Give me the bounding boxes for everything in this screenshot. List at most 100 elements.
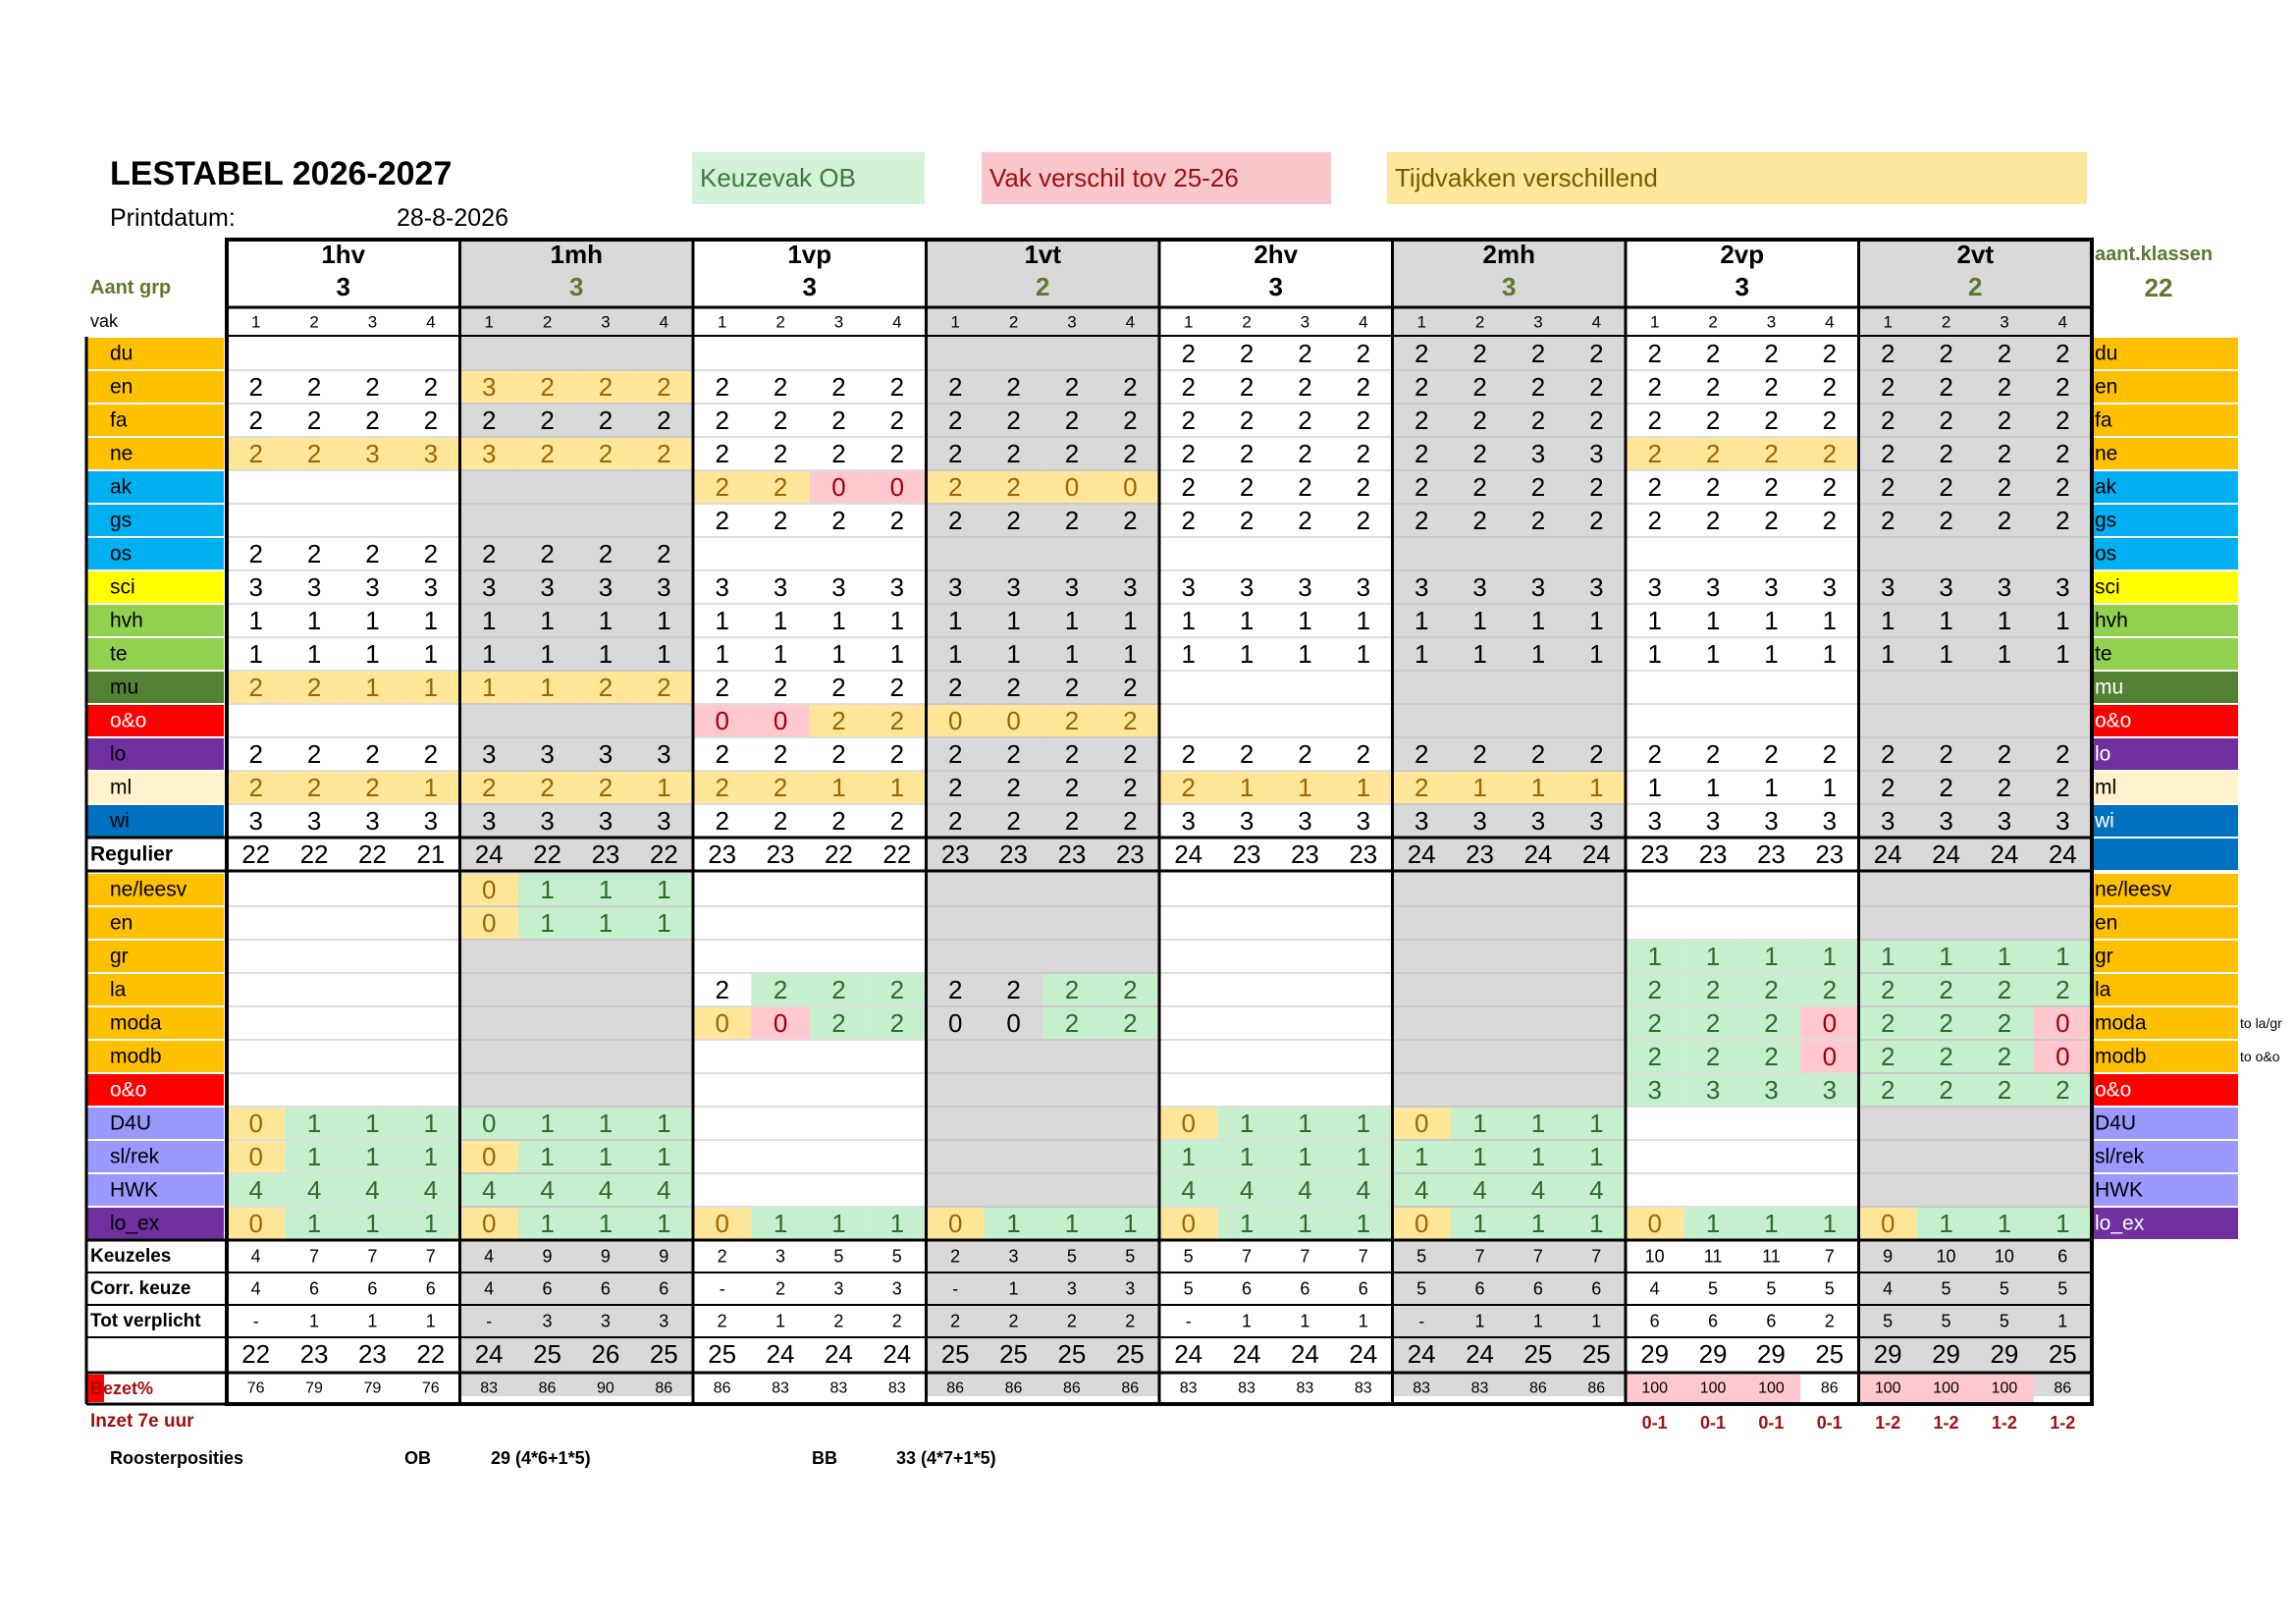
cell-value: 2 (482, 773, 496, 802)
summary-value: 3 (892, 1279, 902, 1299)
summary-value: 7 (1475, 1247, 1485, 1267)
cell-value: 2 (307, 406, 321, 435)
cell-value: 2 (1939, 339, 1952, 368)
cell-value: 4 (1357, 1175, 1370, 1205)
subject-right-label: te (2095, 643, 2112, 666)
cell-value: 1 (540, 875, 554, 904)
cell-value: 2 (1998, 1075, 2011, 1105)
summary-value: 3 (1125, 1279, 1135, 1299)
cell-highlight (1741, 974, 1801, 1005)
cell-highlight (1334, 1108, 1393, 1139)
subject-label-bg (86, 1007, 224, 1039)
cell-value: 2 (1589, 739, 1603, 769)
subject-right-label: ne (2095, 443, 2117, 465)
regulier-value: 23 (1466, 839, 1494, 869)
subject-right-bg (2093, 338, 2238, 369)
total-value: 24 (1233, 1339, 1261, 1369)
inzet-value: 1-2 (1934, 1413, 1959, 1433)
bezet-highlight (1683, 1375, 1742, 1402)
total-value: 29 (1640, 1339, 1669, 1369)
subject-right-bg (2093, 1108, 2238, 1139)
cell-value: 2 (1531, 472, 1545, 502)
cell-value: 2 (1357, 739, 1370, 769)
cell-value: 1 (657, 1142, 670, 1171)
cell-value: 2 (774, 739, 787, 769)
cell-bg (1334, 571, 1393, 603)
subject-right-label: hvh (2095, 610, 2128, 632)
cell-bg (1683, 471, 1742, 503)
subject-label: o&o (110, 710, 146, 732)
cell-value: 1 (1357, 639, 1370, 669)
cell-value: 1 (482, 673, 496, 702)
cell-value: 1 (890, 1209, 904, 1238)
cell-value: 1 (1531, 606, 1545, 635)
cell-highlight (751, 471, 810, 503)
cell-highlight (1916, 974, 1976, 1005)
cell-value: 2 (1006, 773, 1020, 802)
period-label: 4 (1592, 313, 1601, 332)
subject-label-bg (86, 772, 224, 803)
cell-highlight (693, 1007, 752, 1039)
cell-value: 2 (1415, 406, 1428, 435)
cell-highlight (634, 1108, 693, 1139)
cell-bg (1626, 772, 1684, 803)
cell-bg (1217, 371, 1276, 403)
ob-value: 29 (4*6+1*5) (491, 1448, 591, 1468)
bezet-highlight (1858, 1375, 1917, 1402)
cell-bg (401, 405, 460, 436)
cell-highlight (517, 1208, 577, 1239)
regulier-value: 23 (1116, 839, 1145, 869)
cell-bg (1217, 638, 1276, 670)
cell-value: 3 (1472, 572, 1486, 602)
cell-value: 0 (1881, 1209, 1895, 1238)
bezet-value: 83 (888, 1380, 906, 1397)
cell-bg (1741, 805, 1801, 837)
bezet-value: 86 (539, 1380, 557, 1397)
cell-value: 1 (424, 1142, 438, 1171)
cell-value: 2 (715, 472, 728, 502)
summary-value: 7 (1359, 1247, 1368, 1267)
cell-value: 2 (1706, 1042, 1720, 1071)
cell-highlight (1800, 941, 1859, 972)
total-value: 24 (1466, 1339, 1494, 1369)
period-label: 4 (892, 313, 901, 332)
subject-right-bg (2093, 405, 2238, 436)
cell-bg (401, 805, 460, 837)
inzet-value: 1-2 (1875, 1413, 1900, 1433)
regulier-value: 23 (1057, 839, 1086, 869)
summary-value: 1 (1009, 1279, 1019, 1299)
cell-value: 2 (1647, 739, 1661, 769)
cell-value: 0 (715, 1008, 728, 1038)
cell-highlight (1858, 974, 1917, 1005)
subject-label: te (110, 643, 128, 666)
cell-value: 0 (1823, 1008, 1837, 1038)
cell-value: 2 (1123, 706, 1137, 735)
subject-label-bg (86, 705, 224, 736)
cell-value: 2 (1065, 506, 1079, 535)
cell-highlight (576, 772, 635, 803)
cell-value: 2 (1415, 739, 1428, 769)
cell-highlight (517, 438, 577, 469)
subject-label: modb (110, 1046, 162, 1068)
cell-value: 2 (948, 372, 962, 402)
subject-right-label: HWK (2095, 1179, 2143, 1202)
cell-value: 0 (482, 908, 496, 938)
cell-value: 2 (2056, 739, 2069, 769)
cell-value: 2 (307, 439, 321, 468)
legend-keuzevak: Keuzevak OB (692, 152, 925, 204)
bezet-value: 83 (1180, 1380, 1198, 1397)
cell-value: 2 (2056, 372, 2069, 402)
cell-value: 3 (1065, 572, 1079, 602)
cell-value: 1 (1589, 1109, 1603, 1138)
cell-bg (1626, 405, 1684, 436)
cell-highlight (809, 974, 869, 1005)
period-label: 3 (1067, 313, 1076, 332)
cell-bg (868, 805, 927, 837)
cell-highlight (1800, 1007, 1859, 1039)
cell-value: 2 (1823, 439, 1837, 468)
cell-bg (693, 371, 752, 403)
summary-value: 5 (833, 1247, 843, 1267)
cell-value: 3 (1647, 806, 1661, 836)
cell-value: 2 (1240, 406, 1254, 435)
subject-label: mu (110, 677, 138, 699)
